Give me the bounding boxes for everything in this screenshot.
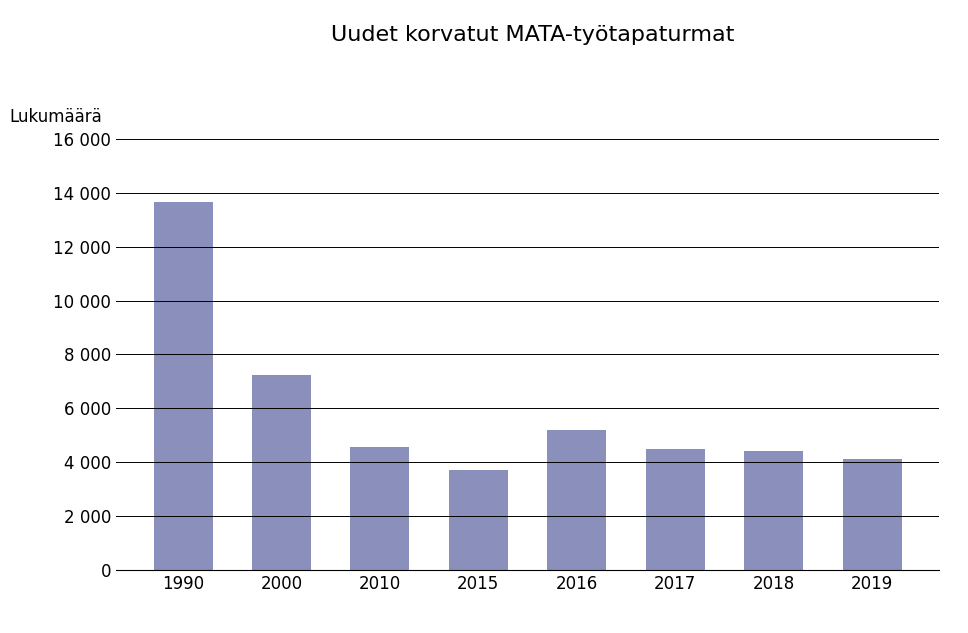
Text: Uudet korvatut MATA-työtapaturmat: Uudet korvatut MATA-työtapaturmat: [331, 25, 734, 46]
Bar: [252, 375, 311, 570]
Bar: [547, 430, 606, 570]
Bar: [154, 203, 213, 570]
Bar: [350, 448, 409, 570]
Bar: [744, 451, 803, 570]
Bar: [449, 470, 508, 570]
Bar: [842, 460, 901, 570]
Bar: [646, 449, 705, 570]
Text: Lukumäärä: Lukumäärä: [10, 108, 103, 125]
